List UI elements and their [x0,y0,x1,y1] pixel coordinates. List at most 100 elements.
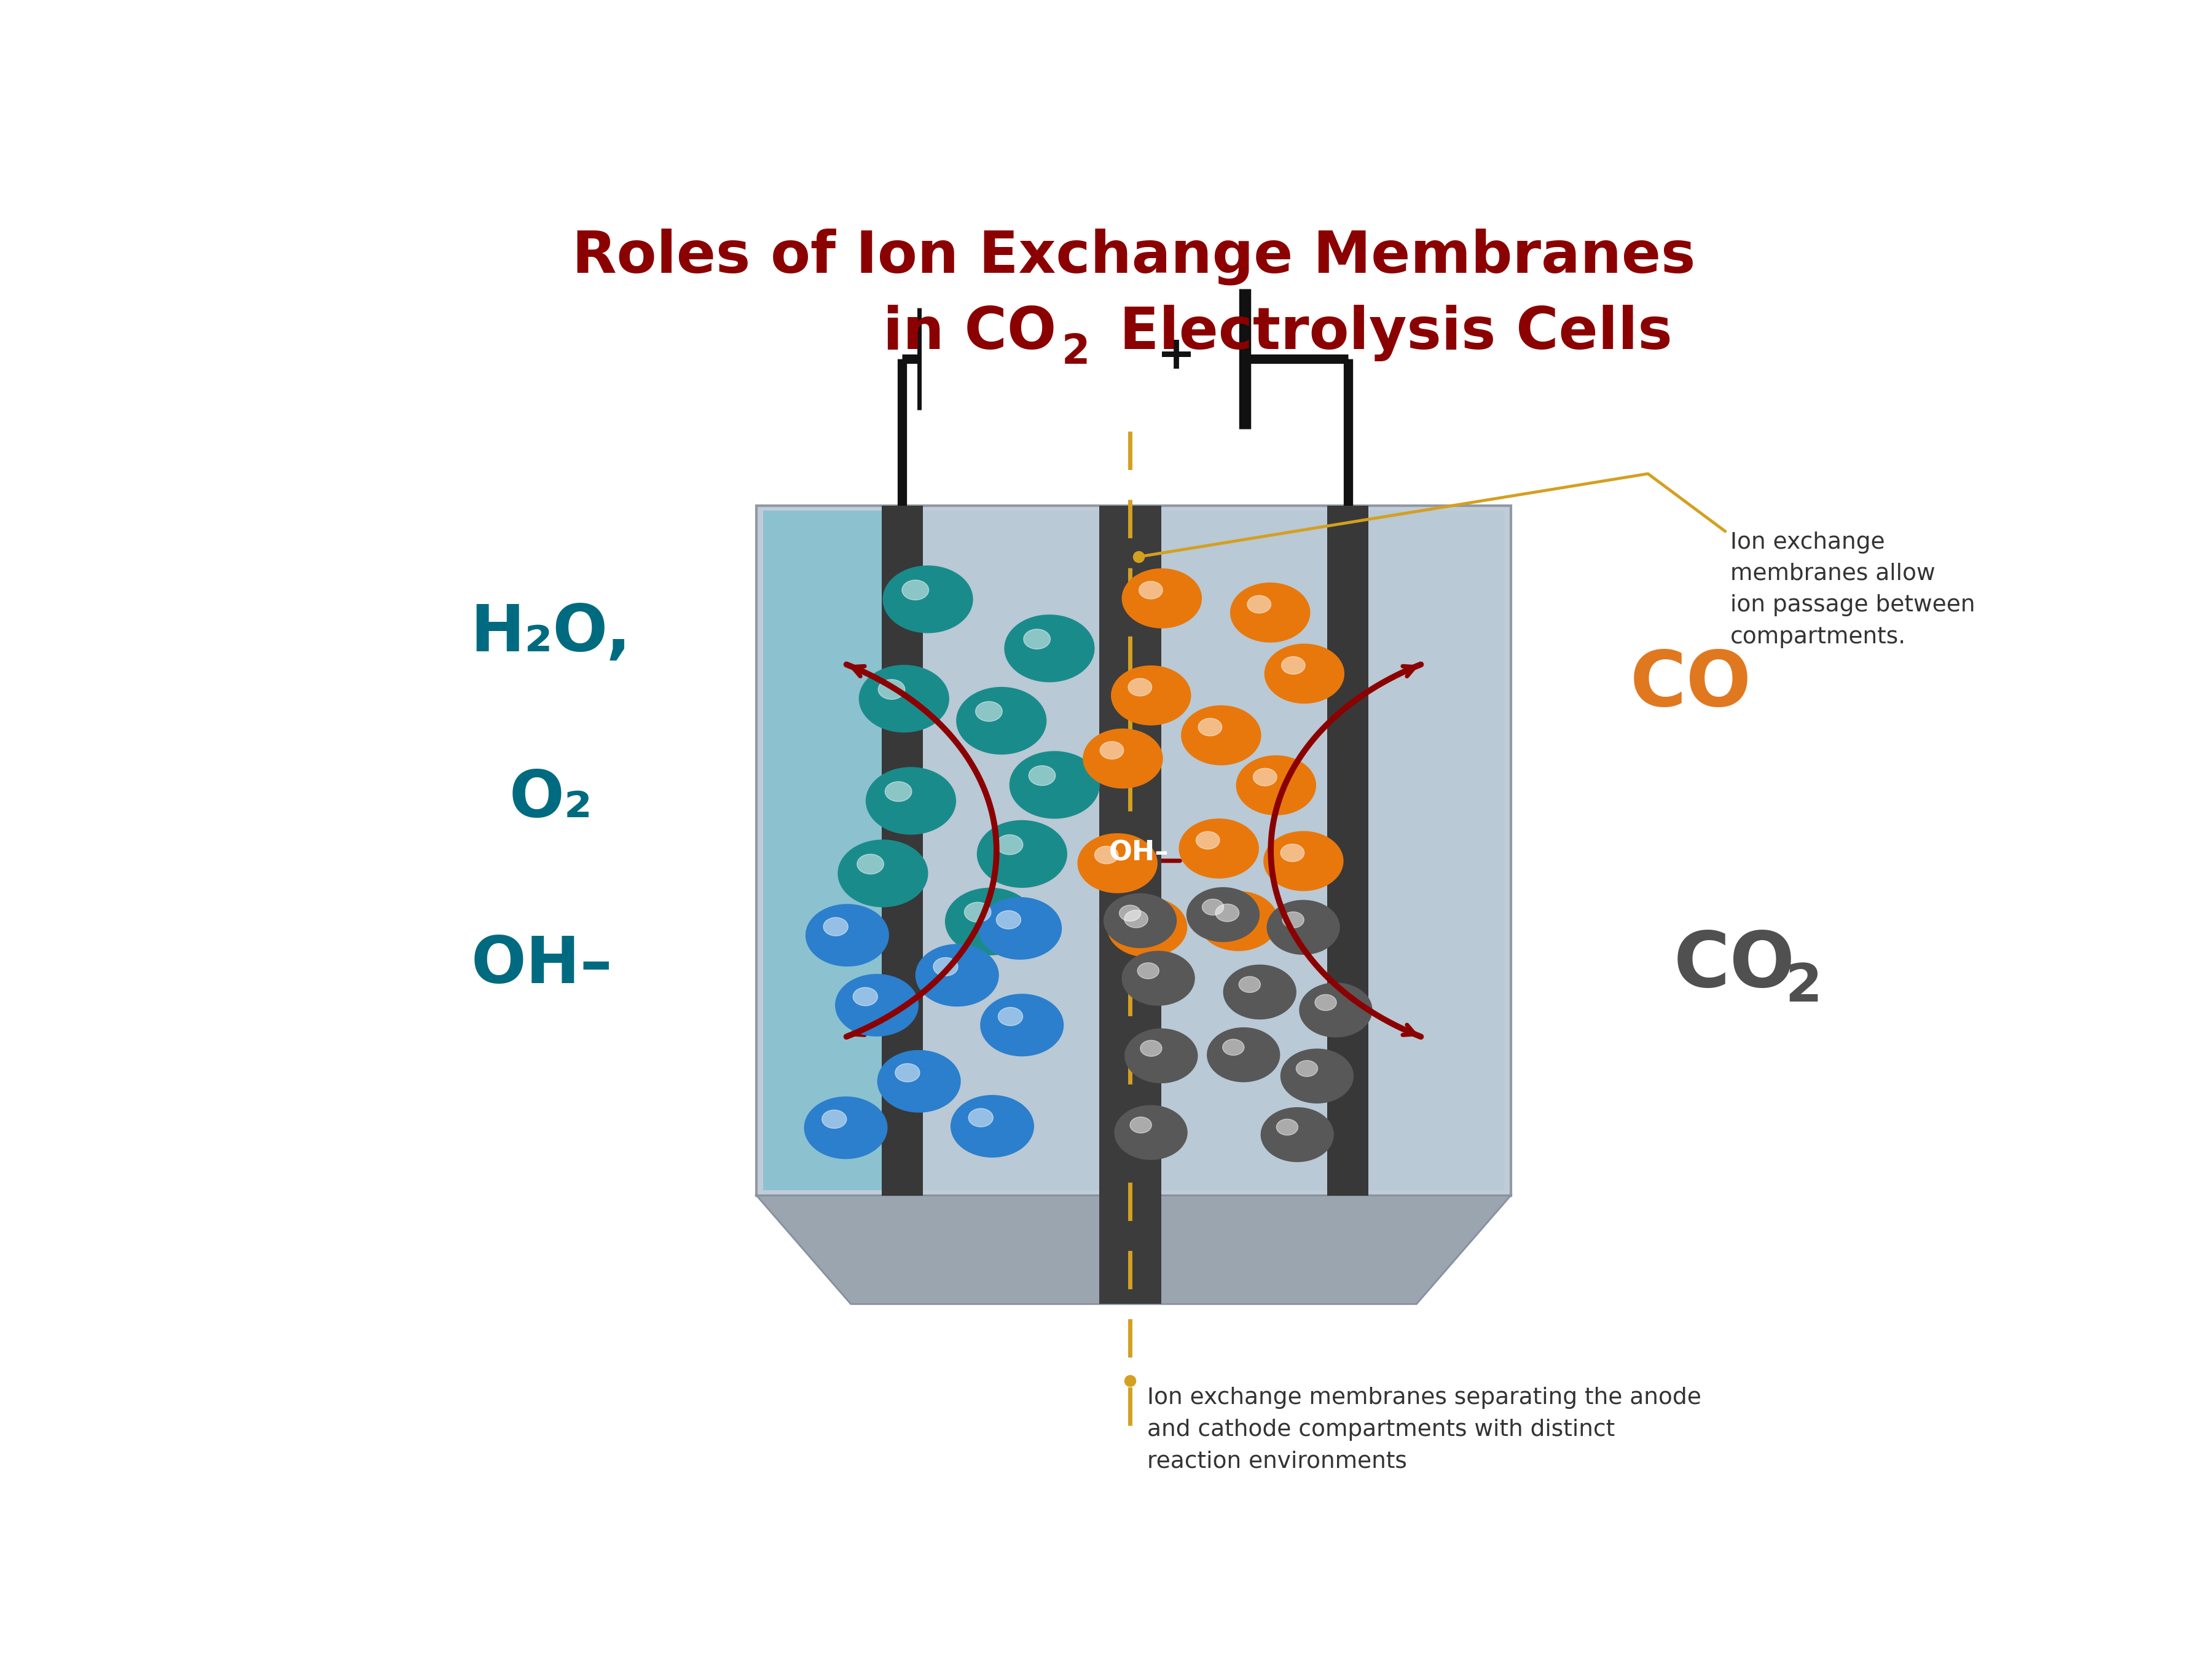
Circle shape [867,768,956,834]
Text: H₂O,: H₂O, [471,602,630,665]
Circle shape [1248,596,1272,614]
Circle shape [878,1050,960,1112]
Circle shape [975,702,1002,722]
Bar [1327,506,1369,1196]
Circle shape [823,1110,847,1128]
Circle shape [1237,757,1316,815]
Circle shape [1130,1117,1152,1133]
Circle shape [1265,644,1343,703]
Circle shape [1188,888,1259,941]
Circle shape [1276,1120,1298,1135]
Circle shape [1099,742,1124,760]
Circle shape [1281,1048,1354,1103]
Text: OH–: OH– [471,934,613,997]
Circle shape [1281,844,1305,861]
Circle shape [1108,898,1186,957]
Circle shape [958,687,1046,753]
Circle shape [1011,752,1099,818]
Circle shape [1077,834,1157,893]
Circle shape [1314,994,1336,1010]
Circle shape [838,839,927,906]
Bar [763,511,883,1191]
Text: Ion exchange
membranes allow
ion passage between
compartments.: Ion exchange membranes allow ion passage… [1730,531,1975,649]
Circle shape [1115,1105,1188,1160]
Polygon shape [757,1196,1511,1304]
Circle shape [1095,846,1119,864]
Text: Ion exchange membranes separating the anode
and cathode compartments with distin: Ion exchange membranes separating the an… [1148,1387,1701,1473]
Circle shape [998,1007,1022,1025]
Circle shape [1004,615,1095,682]
Bar [1099,506,1161,1304]
Circle shape [1208,1029,1279,1082]
Circle shape [902,581,929,601]
Circle shape [1283,912,1305,927]
Circle shape [969,1108,993,1126]
Text: O₂: O₂ [509,768,593,831]
Circle shape [1121,952,1194,1005]
Circle shape [1024,629,1051,649]
Circle shape [1199,891,1279,951]
Circle shape [1124,911,1148,927]
Circle shape [856,854,885,874]
Circle shape [951,1095,1033,1156]
Circle shape [1084,730,1161,788]
Circle shape [854,987,878,1005]
Circle shape [878,680,905,700]
Circle shape [964,902,991,922]
Circle shape [995,911,1022,929]
Bar [883,506,922,1196]
Circle shape [823,917,847,936]
Circle shape [1199,718,1221,737]
Circle shape [945,888,1035,954]
Text: CO: CO [1630,647,1752,722]
Circle shape [1214,904,1239,922]
Circle shape [980,994,1064,1055]
Circle shape [1239,977,1261,992]
Circle shape [978,821,1066,888]
Circle shape [980,898,1062,959]
Circle shape [1261,1108,1334,1161]
Circle shape [805,1097,887,1158]
Circle shape [1126,1029,1197,1083]
Circle shape [860,665,949,732]
Circle shape [1113,665,1190,725]
Circle shape [1281,657,1305,674]
Text: in CO: in CO [883,305,1057,362]
Circle shape [1179,820,1259,878]
Circle shape [1230,584,1310,642]
Circle shape [1197,831,1219,849]
Circle shape [1128,679,1152,697]
Bar [922,511,1504,1191]
Circle shape [1201,899,1223,916]
Circle shape [1263,831,1343,891]
Circle shape [1296,1060,1318,1077]
Text: Roles of Ion Exchange Membranes: Roles of Ion Exchange Membranes [573,229,1694,285]
Circle shape [995,834,1022,854]
Circle shape [805,904,889,966]
Text: OH–: OH– [1108,839,1168,866]
Circle shape [836,974,918,1035]
Circle shape [1119,906,1141,921]
Circle shape [885,781,911,801]
Bar [757,506,1511,1196]
Circle shape [1137,962,1159,979]
Circle shape [1181,707,1261,765]
Circle shape [1121,569,1201,627]
Text: 2: 2 [1062,332,1091,373]
Circle shape [896,1063,920,1082]
Circle shape [1104,894,1177,947]
Circle shape [1029,766,1055,786]
Circle shape [1301,984,1371,1037]
Circle shape [1141,1040,1161,1057]
Text: Electrolysis Cells: Electrolysis Cells [1099,305,1672,362]
Text: +: + [1157,333,1197,378]
Circle shape [883,566,973,632]
Circle shape [1223,966,1296,1019]
Circle shape [1254,768,1276,786]
Circle shape [1223,1039,1243,1055]
Circle shape [1267,901,1338,954]
Text: 2: 2 [1785,962,1823,1012]
Circle shape [933,957,958,975]
Circle shape [1139,581,1164,599]
Text: CO: CO [1674,929,1796,1002]
